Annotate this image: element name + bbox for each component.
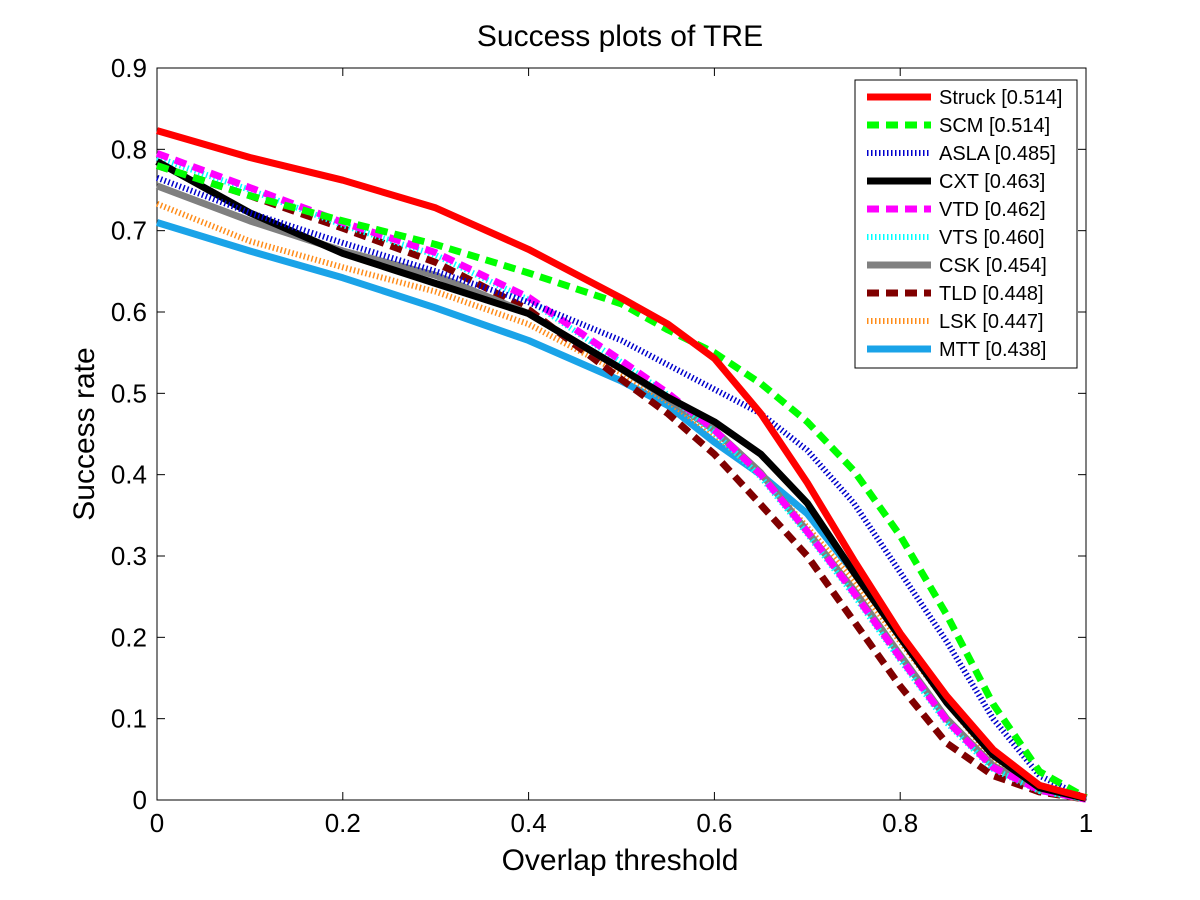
y-tick-label: 0.4 bbox=[111, 460, 147, 490]
legend-entry-label: TLD [0.448] bbox=[939, 283, 1044, 305]
y-axis-label: Success rate bbox=[68, 347, 101, 520]
legend: Struck [0.514] SCM [0.514] ASLA [0.485] CXT… bbox=[854, 79, 1078, 369]
axis-ticks: 0 0.2 0.4 0.6 0.8 1 0 0.1 0.2 0.3 0.4 0.5 0.6 0.7 0.8 0… bbox=[111, 53, 1093, 838]
series-line-tld bbox=[155, 162, 1087, 803]
legend-entry-label: MTT [0.438] bbox=[939, 339, 1046, 361]
series-line-vtd bbox=[155, 150, 1087, 803]
x-tick-label: 0.6 bbox=[696, 808, 732, 838]
x-tick-label: 0.2 bbox=[325, 808, 361, 838]
chart-title: Success plots of TRE bbox=[477, 20, 763, 53]
y-tick-label: 0.8 bbox=[111, 134, 147, 164]
legend-entry-label: ASLA [0.485] bbox=[939, 143, 1056, 165]
plot-area-frame bbox=[156, 67, 1087, 801]
series-line-scm bbox=[155, 162, 1088, 801]
plot-lines bbox=[155, 127, 1088, 803]
legend-entry-label: LSK [0.447] bbox=[939, 311, 1044, 333]
x-tick-label: 0 bbox=[150, 808, 164, 838]
y-tick-label: 0.1 bbox=[111, 704, 147, 734]
y-tick-label: 0.5 bbox=[111, 378, 147, 408]
y-tick-label: 0 bbox=[133, 785, 147, 815]
y-tick-label: 0.7 bbox=[111, 216, 147, 246]
x-tick-label: 1 bbox=[1079, 808, 1093, 838]
legend-entry-label: Struck [0.514] bbox=[939, 87, 1062, 109]
legend-entry-label: SCM [0.514] bbox=[939, 115, 1050, 137]
legend-entry-label: CSK [0.454] bbox=[939, 255, 1047, 277]
x-tick-label: 0.8 bbox=[882, 808, 918, 838]
y-tick-label: 0.6 bbox=[111, 297, 147, 327]
x-tick-label: 0.4 bbox=[511, 808, 547, 838]
y-tick-label: 0.2 bbox=[111, 622, 147, 652]
legend-entry-label: VTS [0.460] bbox=[939, 227, 1045, 249]
series-line-struck bbox=[156, 127, 1087, 801]
y-tick-label: 0.3 bbox=[111, 541, 147, 571]
x-axis-label: Overlap threshold bbox=[502, 844, 739, 877]
series-line-cxt bbox=[155, 158, 1087, 802]
legend-entry-label: CXT [0.463] bbox=[939, 171, 1045, 193]
series-line-lsk bbox=[155, 201, 1087, 802]
legend-entry-label: VTD [0.462] bbox=[939, 199, 1046, 221]
y-tick-label: 0.9 bbox=[111, 53, 147, 83]
